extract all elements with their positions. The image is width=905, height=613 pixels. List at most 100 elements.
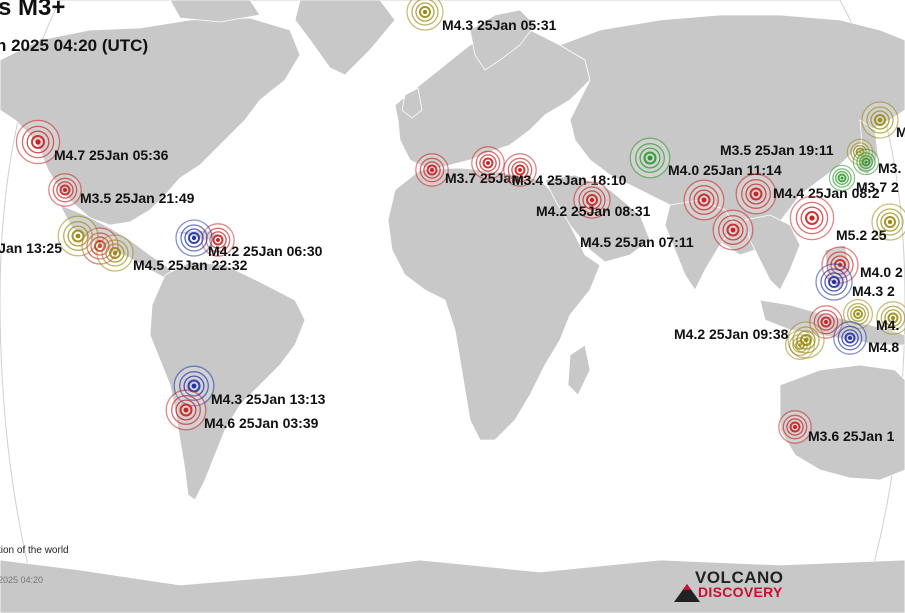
quake-label: M4.2 25Jan 06:30 (208, 243, 323, 259)
quake-ring (795, 201, 829, 235)
land-uk (401, 87, 423, 119)
quake-marker-unlabeled[interactable] (683, 179, 725, 221)
quake-marker[interactable]: M4.2 25Jan 09:38 (674, 321, 825, 359)
quake-marker[interactable]: M5.2 25 (789, 195, 887, 243)
quake-epicenter-dot (848, 336, 852, 340)
quake-label: M4.4 25Jan 08:2 (773, 185, 880, 201)
quake-label: M4.5 25Jan 07:11 (580, 234, 694, 250)
quake-label: M4.3 2 (852, 283, 895, 299)
quake-ring (726, 223, 740, 237)
quake-ring (722, 219, 744, 241)
quake-marker[interactable]: M3.4 25Jan 18:10 (503, 153, 627, 188)
quake-ring (789, 421, 801, 433)
quake-ring (479, 154, 497, 172)
quake-marker[interactable]: M4.8 (833, 321, 900, 355)
quake-ring (884, 216, 896, 228)
quake-epicenter-dot (216, 238, 220, 242)
quake-marker[interactable]: M3.6 25Jan 1 (778, 410, 895, 444)
quake-ring (792, 326, 820, 354)
quake-marker-unlabeled[interactable] (876, 301, 905, 335)
quake-marker[interactable]: M4.5 25Jan 07:11 (580, 209, 754, 251)
quake-marker-unlabeled[interactable] (201, 223, 235, 257)
quake-ring (67, 225, 89, 247)
quake-marker[interactable]: M4.2 25Jan 08:31 (536, 181, 651, 219)
quake-ring (175, 399, 197, 421)
volcano-discovery-logo[interactable]: VOLCANO DISCOVERY (674, 568, 830, 608)
quake-epicenter-dot (753, 191, 759, 197)
quake-ring (718, 215, 748, 245)
quake-ring (475, 150, 501, 176)
quake-marker[interactable]: M (861, 101, 905, 140)
quake-marker[interactable]: M4.5 25Jan 22:32 (96, 234, 248, 273)
quake-marker[interactable]: M3. (852, 148, 901, 176)
volcano-icon (674, 584, 700, 602)
quake-marker[interactable]: M4.3 25Jan 13:13 (173, 365, 326, 407)
quake-label: M4.3 25Jan 05:31 (442, 17, 557, 33)
quake-ring (212, 234, 224, 246)
quake-ring (853, 309, 863, 319)
quake-ring (861, 157, 871, 167)
quake-ring (423, 161, 441, 179)
quake-ring (31, 135, 45, 149)
quake-ring (183, 375, 205, 397)
quake-ring (635, 143, 665, 173)
quake-ring (828, 276, 840, 288)
quake-epicenter-dot (840, 176, 844, 180)
quake-label: M3.7 25Jan (445, 170, 520, 186)
quake-ring (514, 164, 526, 176)
quake-marker[interactable]: M4.4 25Jan 08:2 (735, 173, 880, 215)
quake-ring (482, 157, 494, 169)
quake-epicenter-dot (877, 117, 883, 123)
quake-ring (786, 418, 804, 436)
quake-marker[interactable]: M4.3 2 (815, 263, 895, 301)
quake-marker-unlabeled[interactable] (871, 203, 905, 241)
quake-ring (578, 186, 606, 214)
quake-marker-unlabeled[interactable] (81, 227, 119, 265)
quake-ring (179, 371, 209, 401)
quake-ring (56, 181, 74, 199)
quake-marker[interactable]: Jan 13:25 (0, 215, 99, 257)
quake-ring (835, 171, 849, 185)
quake-label: M4.5 25Jan 22:32 (133, 257, 248, 273)
quake-marker[interactable]: M4.3 25Jan 05:31 (406, 0, 557, 33)
quake-epicenter-dot (422, 9, 428, 15)
quake-marker[interactable]: M3.7 2 (828, 164, 899, 195)
quake-epicenter-dot (430, 168, 434, 172)
quake-marker[interactable]: M4.2 25Jan 06:30 (175, 219, 323, 259)
quake-epicenter-dot (824, 320, 828, 324)
quake-ring (832, 168, 852, 188)
land-africa (387, 167, 601, 441)
quake-ring (813, 309, 839, 335)
quake-epicenter-dot (63, 188, 67, 192)
quake-ring (415, 2, 435, 22)
quake-epicenter-dot (75, 233, 81, 239)
map-title: s M3+ (0, 0, 66, 21)
quake-ring (866, 106, 894, 134)
quake-ring (837, 173, 847, 183)
quake-ring (63, 221, 93, 251)
land-south-america (149, 261, 306, 501)
quake-ring (411, 0, 439, 26)
quake-label: M4.7 25Jan 05:36 (54, 147, 169, 163)
quake-marker[interactable]: M3.7 25Jan (415, 153, 520, 187)
map-caption: tion of the world (0, 545, 69, 556)
land-arabia (544, 174, 651, 263)
quake-marker[interactable]: M4.7 25Jan 05:36 (15, 119, 169, 165)
quake-epicenter-dot (793, 425, 797, 429)
quake-marker[interactable]: M3.5 25Jan 21:49 (48, 173, 195, 207)
quake-marker-unlabeled[interactable] (471, 146, 505, 180)
quake-label: M4. (876, 317, 899, 333)
quake-ring (788, 333, 812, 357)
quake-ring (745, 183, 767, 205)
quake-ring (419, 157, 445, 183)
quake-ring (820, 268, 848, 296)
quake-ring (180, 224, 208, 252)
quake-epicenter-dot (864, 160, 868, 164)
quake-ring (841, 329, 859, 347)
quake-marker[interactable]: M4.6 25Jan 03:39 (165, 389, 319, 431)
quake-ring (582, 190, 602, 210)
quake-epicenter-dot (809, 215, 815, 221)
quake-ring (507, 157, 533, 183)
